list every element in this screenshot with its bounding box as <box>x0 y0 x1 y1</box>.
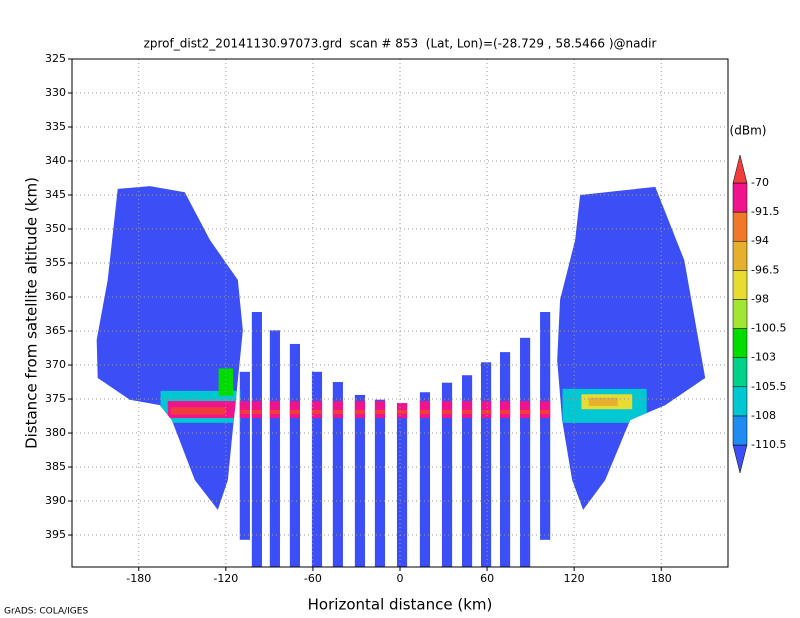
beam <box>419 392 431 567</box>
x-tick-label: 60 <box>480 572 494 585</box>
x-tick-label: -120 <box>213 572 238 585</box>
colorbar-segment <box>732 240 748 271</box>
y-tick-label: 380 <box>45 426 66 439</box>
y-tick-label: 355 <box>45 256 66 269</box>
colorbar-label: -100.5 <box>751 322 786 335</box>
colorbar-label: -103 <box>751 351 776 364</box>
beam <box>289 343 301 567</box>
beam <box>520 337 531 567</box>
beam <box>499 352 511 567</box>
colorbar-label: -108 <box>751 409 776 422</box>
colorbar-segment <box>732 444 748 474</box>
patch <box>218 368 234 396</box>
colorbar-segment <box>732 154 748 184</box>
colorbar-segment <box>732 299 748 329</box>
y-tick-label: 395 <box>45 528 66 541</box>
colorbar-label: -98 <box>751 292 769 305</box>
colorbar-label: -94 <box>751 234 769 247</box>
x-tick-label: -60 <box>304 572 322 585</box>
beam <box>239 371 250 540</box>
patch <box>170 407 226 415</box>
patch <box>588 397 618 406</box>
colorbar-label: -91.5 <box>751 205 779 218</box>
x-tick-label: -180 <box>126 572 151 585</box>
beam <box>332 382 343 567</box>
y-tick-label: 340 <box>45 154 66 167</box>
colorbar-segment <box>732 211 748 242</box>
y-tick-label: 375 <box>45 392 66 405</box>
footer: GrADS: COLA/IGES <box>4 607 88 617</box>
y-tick-label: 360 <box>45 290 66 303</box>
plot-area <box>96 186 706 567</box>
colorbar-segment <box>732 328 748 358</box>
beam <box>396 403 408 567</box>
colorbar-segment <box>732 386 748 417</box>
y-axis-label: Distance from satellite altitude (km) <box>23 177 41 449</box>
colorbar-segment <box>732 415 748 446</box>
colorbar-label: -70 <box>751 176 769 189</box>
colorbar-label: (dBm) <box>730 124 767 138</box>
chart-title: zprof_dist2_20141130.97073.grd scan # 85… <box>144 37 657 51</box>
beam <box>374 399 386 567</box>
beam <box>540 311 551 540</box>
colorbar-segment <box>732 182 748 213</box>
y-tick-label: 390 <box>45 494 66 507</box>
fan <box>96 186 243 510</box>
colorbar-label: -96.5 <box>751 263 779 276</box>
beam <box>461 375 473 567</box>
y-tick-label: 335 <box>45 120 66 133</box>
y-tick-label: 345 <box>45 188 66 201</box>
y-tick-label: 370 <box>45 358 66 371</box>
x-tick-label: 120 <box>564 572 585 585</box>
y-tick-label: 365 <box>45 324 66 337</box>
colorbar-label: -105.5 <box>751 380 786 393</box>
y-tick-label: 385 <box>45 460 66 473</box>
colorbar-segment <box>732 357 748 388</box>
y-tick-label: 325 <box>45 52 66 65</box>
y-tick-label: 330 <box>45 86 66 99</box>
beam <box>480 362 492 567</box>
beam <box>311 371 323 567</box>
patch <box>240 409 553 414</box>
plot-frame <box>71 58 729 568</box>
beam <box>269 330 280 567</box>
colorbar-segment <box>732 270 748 300</box>
colorbar-label: -110.5 <box>751 438 786 451</box>
beam <box>251 311 262 567</box>
fan <box>557 186 706 510</box>
beam <box>441 382 453 567</box>
y-tick-label: 350 <box>45 222 66 235</box>
x-tick-label: 180 <box>651 572 672 585</box>
beam <box>354 394 366 567</box>
x-axis-label: Horizontal distance (km) <box>308 596 493 614</box>
x-tick-label: 0 <box>397 572 404 585</box>
